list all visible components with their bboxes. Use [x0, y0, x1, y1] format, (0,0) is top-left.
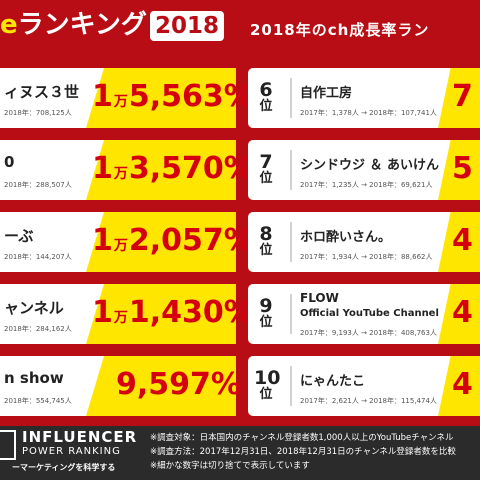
growth-highlight [86, 212, 236, 272]
rank-suffix: 位 [259, 243, 273, 258]
growth-value: 1,430% [128, 295, 254, 330]
channel-name: ィヌス３世 [4, 83, 80, 101]
rank-suffix: 位 [259, 387, 273, 402]
channel-name-secondary: Official YouTube Channel [300, 308, 439, 319]
growth-rate: 4 [452, 295, 473, 330]
brand-tagline: ーマーケティングを科学する [12, 463, 116, 472]
growth-unit: 万 [113, 310, 128, 326]
channel-stats: 2017年：1,235人 → 2018年：69,621人 [300, 181, 433, 189]
channel-name: n show [4, 369, 64, 387]
growth-unit: 万 [113, 238, 128, 254]
growth-rate: 9,597% [116, 368, 241, 402]
growth-rate: 4 [452, 223, 473, 258]
growth-rate: 1万5,563% [92, 80, 254, 119]
divider [290, 294, 292, 334]
growth-prefix: 1 [92, 223, 113, 258]
channel-stats: 2018年：708,125人 [4, 109, 72, 117]
growth-value: 3,570% [128, 151, 254, 186]
channel-name: 0 [4, 153, 15, 171]
rank-number: 6 [259, 79, 273, 101]
growth-prefix: 1 [92, 79, 113, 114]
growth-rate: 1万2,057% [92, 224, 254, 263]
growth-highlight [86, 284, 236, 344]
year-badge: 2018 [150, 11, 224, 41]
rank-suffix: 位 [259, 99, 273, 114]
channel-name: ホロ酔いさん。 [300, 230, 392, 245]
channel-stats: 2018年：288,507人 [4, 181, 72, 189]
channel-stats: 2017年：2,621人 → 2018年：115,474人 [300, 397, 437, 405]
channel-stats: 2018年：284,162人 [4, 325, 72, 333]
growth-rate: 5 [452, 151, 473, 186]
growth-rate: 1万1,430% [92, 296, 254, 335]
rank-suffix: 位 [259, 315, 273, 330]
growth-rate: 4 [452, 367, 473, 402]
channel-stats: 2017年：9,193人 → 2018年：408,763人 [300, 329, 437, 337]
divider [290, 366, 292, 406]
rank-number: 8 [259, 223, 273, 245]
growth-prefix: 1 [92, 295, 113, 330]
rank-label: 10 位 [254, 367, 281, 402]
channel-stats: 2018年：554,745人 [4, 397, 72, 405]
title-accent: e [0, 10, 18, 40]
channel-name: シンドウジ ＆ あいけん [300, 158, 440, 173]
footnote: ※調査方法：2017年12月31日、2018年12月31日のチャンネル登録者数を… [150, 447, 456, 457]
brand-subname: POWER RANKING [22, 446, 121, 457]
divider [290, 222, 292, 262]
divider [290, 150, 292, 190]
growth-unit: 万 [113, 166, 128, 182]
divider [290, 78, 292, 118]
growth-highlight [86, 356, 236, 416]
footnote: ※細かな数字は切り捨てで表示しています [150, 461, 310, 471]
title-main: ランキング [17, 10, 147, 40]
page-subtitle: 2018年のch成長率ラン [250, 21, 430, 39]
footer [0, 426, 480, 480]
channel-stats: 2018年：144,207人 [4, 253, 72, 261]
growth-rate: 7 [452, 79, 473, 114]
brand-name: INFLUENCER [22, 428, 138, 446]
growth-highlight [86, 140, 236, 200]
channel-name: ャンネル [4, 299, 64, 317]
channel-stats: 2017年：1,378人 → 2018年：107,741人 [300, 109, 437, 117]
brand-logo-icon [0, 430, 16, 460]
footnote: ※調査対象：日本国内のチャンネル登録者数1,000人以上のYouTubeチャンネ… [150, 433, 454, 443]
rank-suffix: 位 [259, 171, 273, 186]
rank-number: 7 [259, 151, 273, 173]
right-ranking-card: 10 位 にゃんたこ 2017年：2,621人 → 2018年：115,474人 [248, 356, 480, 416]
channel-name: にゃんたこ [300, 374, 366, 389]
channel-name: FLOW [300, 291, 339, 305]
channel-name: 自作工房 [300, 86, 353, 101]
growth-value: 5,563% [128, 79, 254, 114]
growth-prefix: 1 [92, 151, 113, 186]
growth-unit: 万 [113, 94, 128, 110]
page-title: eランキング [0, 6, 147, 44]
growth-rate: 1万3,570% [92, 152, 254, 191]
growth-highlight [86, 68, 236, 128]
channel-stats: 2017年：1,934人 → 2018年：88,662人 [300, 253, 433, 261]
rank-number: 9 [259, 295, 273, 317]
rank-number: 10 [254, 367, 281, 389]
growth-value: 9,597% [116, 367, 241, 402]
growth-value: 2,057% [128, 223, 254, 258]
channel-name: ーぶ [4, 227, 34, 245]
